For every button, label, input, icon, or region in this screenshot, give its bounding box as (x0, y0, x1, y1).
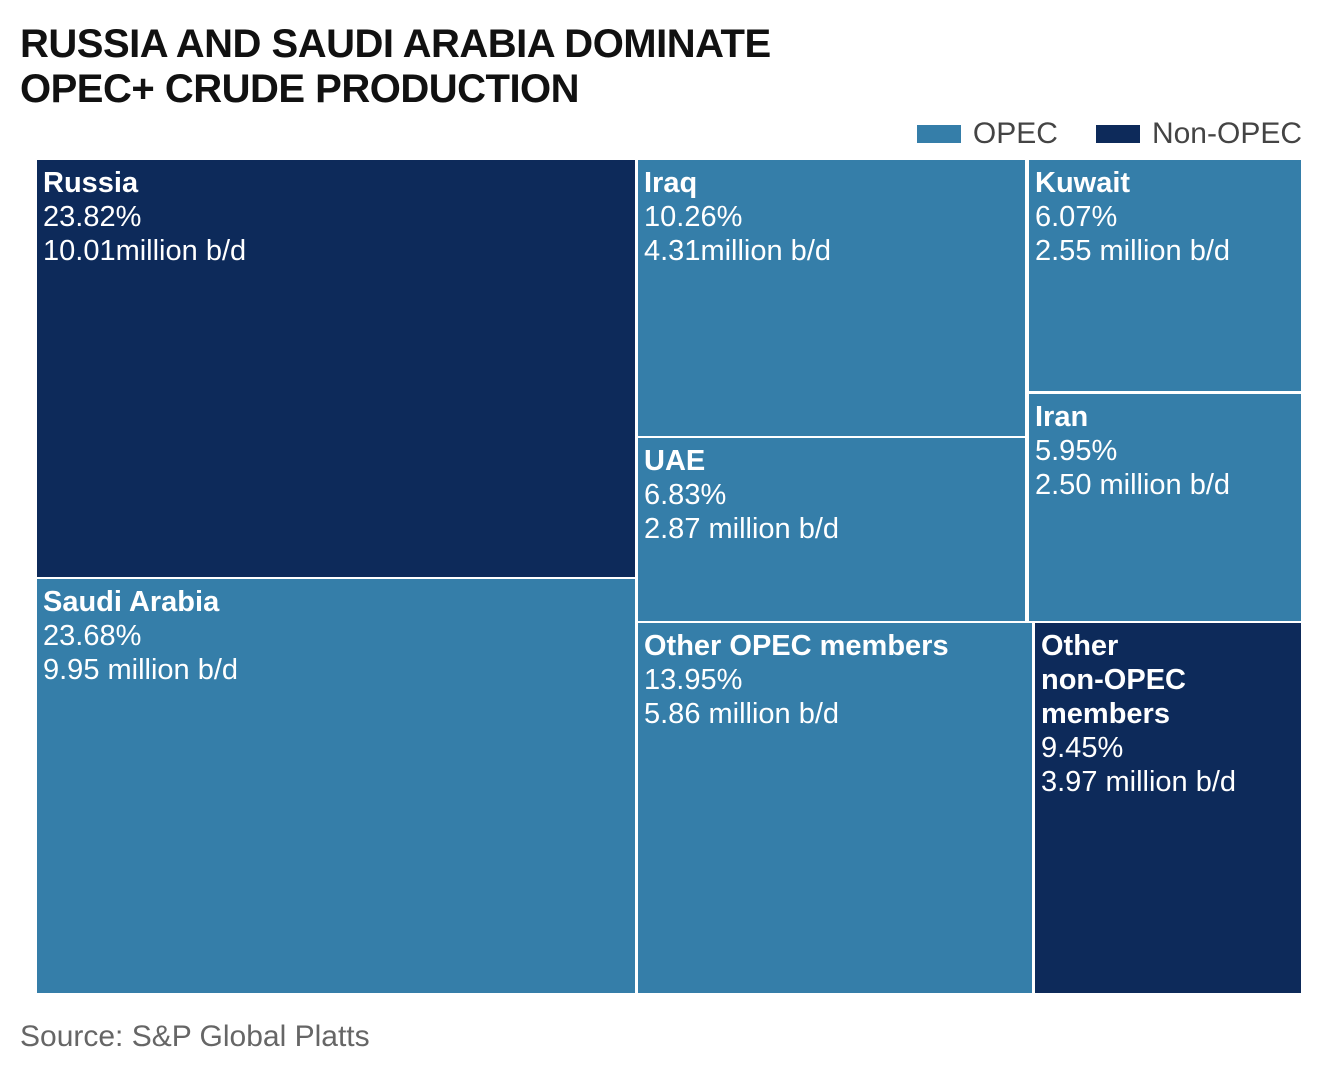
tile-share-saudi-arabia: 23.68% (43, 620, 141, 652)
tile-volume-kuwait: 2.55 million b/d (1035, 235, 1230, 267)
tile-volume-other-non-opec: 3.97 million b/d (1041, 766, 1236, 798)
tile-volume-uae: 2.87 million b/d (644, 513, 839, 545)
tile-label-saudi-arabia: Saudi Arabia (43, 586, 220, 618)
tile-share-iran: 5.95% (1035, 435, 1117, 467)
tile-rect-russia (37, 160, 635, 577)
tile-label-other-non-opec: members (1041, 698, 1170, 730)
tile-volume-other-opec: 5.86 million b/d (644, 698, 839, 730)
tile-label-russia: Russia (43, 167, 139, 199)
tile-share-iraq: 10.26% (644, 201, 742, 233)
legend-label-non-opec: Non-OPEC (1151, 117, 1302, 150)
tile-rect-iraq (638, 160, 1025, 436)
tile-rect-other-non-opec (1035, 623, 1301, 993)
legend-item-opec: OPEC (916, 117, 1058, 151)
tile-volume-iran: 2.50 million b/d (1035, 469, 1230, 501)
tile-label-iran: Iran (1035, 401, 1088, 433)
chart-title-line-1: RUSSIA AND SAUDI ARABIA DOMINATE (20, 22, 771, 66)
tile-label-other-non-opec: non-OPEC (1041, 664, 1186, 696)
tile-share-kuwait: 6.07% (1035, 201, 1117, 233)
tile-share-uae: 6.83% (644, 479, 726, 511)
tile-label-other-non-opec: Other (1041, 630, 1118, 662)
tile-rect-other-opec (638, 623, 1032, 993)
tile-share-russia: 23.82% (43, 201, 141, 233)
chart-title-line-2: OPEC+ CRUDE PRODUCTION (20, 67, 580, 111)
legend-label-opec: OPEC (972, 117, 1058, 150)
tile-label-uae: UAE (644, 445, 705, 477)
legend-swatch-opec (916, 125, 961, 143)
tile-rect-iran (1029, 394, 1301, 621)
tile-rect-saudi-arabia (37, 579, 635, 993)
tile-rect-uae (638, 438, 1025, 621)
tile-label-other-opec: Other OPEC members (644, 630, 949, 662)
chart-title: RUSSIA AND SAUDI ARABIA DOMINATE OPEC+ C… (20, 22, 920, 112)
tile-share-other-non-opec: 9.45% (1041, 732, 1123, 764)
tile-label-iraq: Iraq (644, 167, 697, 199)
legend: OPEC Non-OPEC (879, 117, 1302, 151)
tile-share-other-opec: 13.95% (644, 664, 742, 696)
legend-swatch-non-opec (1095, 125, 1140, 143)
tile-volume-iraq: 4.31million b/d (644, 235, 831, 267)
source-note: Source: S&P Global Platts (20, 1020, 370, 1053)
tile-rect-kuwait (1029, 160, 1301, 391)
legend-item-non-opec: Non-OPEC (1095, 117, 1302, 151)
tile-volume-saudi-arabia: 9.95 million b/d (43, 654, 238, 686)
tile-volume-russia: 10.01million b/d (43, 235, 246, 267)
tile-label-kuwait: Kuwait (1035, 167, 1130, 199)
